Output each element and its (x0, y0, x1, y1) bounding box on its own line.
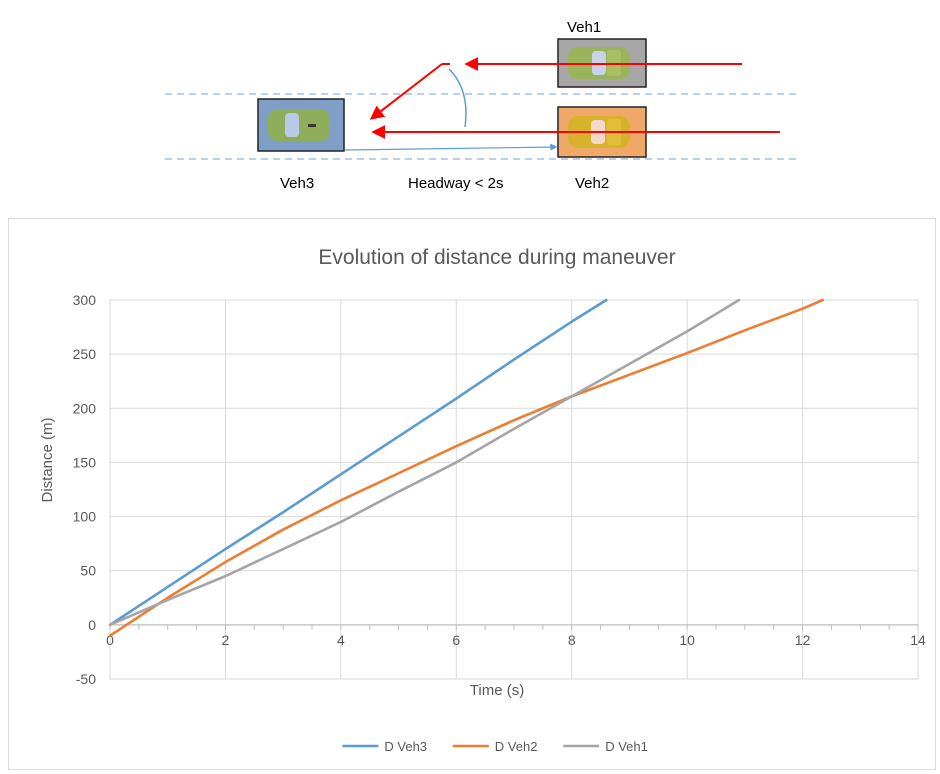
headway-arrow (344, 143, 558, 151)
x-tick-label: 14 (910, 632, 926, 648)
series-line-d-veh1 (108, 298, 741, 627)
chart-axes (109, 624, 919, 630)
y-tick-label: 300 (73, 292, 97, 308)
chart-legend: D Veh3 D Veh2 D Veh1 (342, 739, 648, 754)
y-tick-label: 200 (73, 400, 97, 416)
veh1-label: Veh1 (567, 19, 601, 36)
x-tick-label: 10 (679, 632, 695, 648)
x-tick-label: 2 (222, 632, 230, 648)
series-line-d-veh3 (108, 298, 608, 627)
x-tick-label: 8 (568, 632, 576, 648)
x-tick-label: 4 (337, 632, 345, 648)
x-axis-label: Time (s) (470, 682, 524, 699)
headway-label: Headway < 2s (408, 175, 503, 192)
y-tick-label: 100 (73, 509, 97, 525)
chart-series-lines (108, 298, 825, 637)
x-tick-label: 12 (795, 632, 811, 648)
legend-label: D Veh2 (495, 739, 538, 754)
y-tick-label: 50 (80, 563, 96, 579)
y-tick-label: -50 (76, 671, 96, 687)
angle-arc (448, 68, 467, 128)
y-tick-label: 250 (73, 346, 97, 362)
y-tick-labels: -50 0 50 100 150 200 250 300 (73, 292, 97, 687)
maneuver-diagram: Veh1 Veh3 Headway < 2s Veh2 (165, 19, 800, 192)
y-axis-label: Distance (m) (39, 417, 56, 502)
lane-change-arrow-b (369, 63, 443, 120)
x-tick-labels: 0 2 4 6 8 10 12 14 (106, 632, 926, 648)
chart-title: Evolution of distance during maneuver (318, 246, 675, 269)
legend-label: D Veh1 (605, 739, 648, 754)
y-tick-label: 150 (73, 454, 97, 470)
veh2-label: Veh2 (575, 175, 609, 192)
series-line-d-veh2 (108, 298, 825, 637)
veh3-label: Veh3 (280, 175, 314, 192)
y-tick-label: 0 (88, 617, 96, 633)
x-tick-label: 6 (452, 632, 460, 648)
chart-frame (8, 218, 936, 770)
x-tick-label: 0 (106, 632, 114, 648)
legend-label: D Veh3 (384, 739, 427, 754)
chart-grid (109, 299, 919, 680)
veh3-car (257, 98, 345, 152)
